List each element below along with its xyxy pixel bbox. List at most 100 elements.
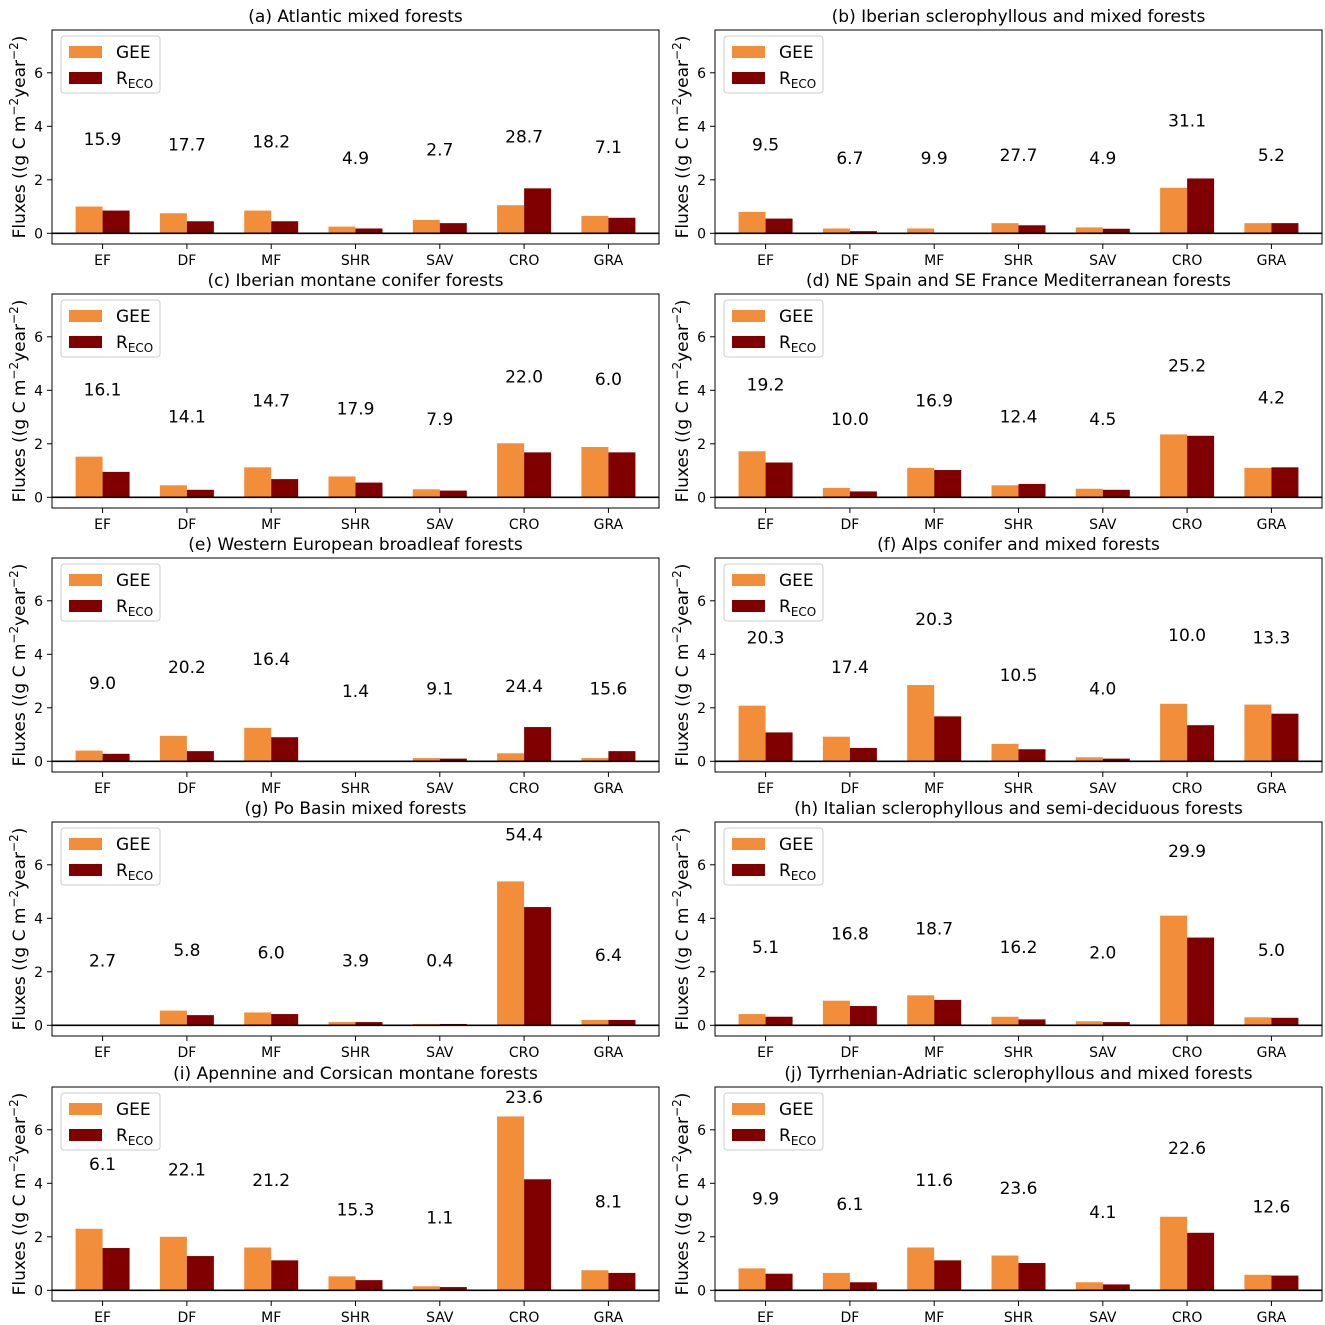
y-axis-label: Fluxes ((g C m−2year−2) [7, 564, 30, 767]
bar-reco-cro [524, 907, 552, 1026]
bar-gee-mf [907, 228, 935, 234]
annotation-shr: 23.6 [1000, 1179, 1038, 1199]
bar-reco-mf [271, 221, 299, 234]
y-tick-label: 2 [697, 965, 706, 981]
bar-gee-cro [497, 443, 525, 498]
x-tick-label: EF [757, 253, 774, 269]
x-tick-label: CRO [1172, 253, 1203, 269]
bar-reco-gra [608, 217, 636, 234]
x-tick-label: MF [924, 517, 944, 533]
legend-label-reco: RECO [779, 333, 816, 355]
annotation-df: 22.1 [168, 1160, 206, 1180]
x-tick-label: GRA [594, 781, 624, 797]
x-tick-label: MF [261, 1310, 281, 1325]
annotation-mf: 18.7 [915, 919, 953, 939]
legend-label-reco: RECO [116, 597, 153, 619]
bar-reco-cro [1187, 1232, 1215, 1291]
bar-gee-sav [1075, 1021, 1103, 1026]
annotation-shr: 17.9 [337, 399, 375, 419]
legend: GEE RECO [723, 827, 824, 886]
bar-gee-cro [1160, 703, 1188, 762]
annotation-df: 5.8 [173, 941, 200, 961]
y-tick-label: 2 [697, 1230, 706, 1246]
x-tick-label: EF [757, 517, 774, 533]
bar-reco-sav [439, 1287, 467, 1291]
panel-e: (e) Western European broadleaf forests 9.… [7, 535, 660, 797]
panel-g: (g) Po Basin mixed forests 2.7 EF 5.8 DF 6.0 M… [7, 799, 660, 1061]
annotation-sav: 2.0 [1089, 943, 1116, 963]
bar-reco-cro [1187, 937, 1215, 1026]
annotation-mf: 14.7 [252, 391, 290, 411]
annotation-sav: 9.1 [426, 679, 453, 699]
annotation-sav: 1.1 [426, 1208, 453, 1228]
bar-reco-gra [608, 1019, 636, 1026]
x-tick-label: GRA [594, 1310, 624, 1325]
y-axis-label: Fluxes ((g C m−2year−2) [670, 828, 693, 1031]
bar-gee-sav [1075, 488, 1103, 498]
x-tick-label: SAV [426, 253, 454, 269]
x-tick-label: DF [177, 781, 196, 797]
annotation-df: 17.7 [168, 135, 206, 155]
bar-gee-gra [581, 1270, 609, 1291]
x-tick-label: SAV [426, 1045, 454, 1061]
bar-reco-df [849, 491, 877, 498]
legend-label-reco: RECO [116, 861, 153, 883]
legend-label-reco: RECO [116, 69, 153, 91]
bar-gee-df [822, 487, 850, 498]
legend: GEE RECO [723, 299, 824, 358]
y-tick-label: 2 [34, 437, 43, 453]
annotation-shr: 10.5 [1000, 666, 1038, 686]
annotation-gra: 8.1 [595, 1192, 622, 1212]
annotation-sav: 2.7 [426, 141, 453, 161]
bar-reco-ef [102, 1248, 130, 1291]
bar-gee-cro [1160, 434, 1188, 498]
bar-reco-mf [934, 716, 962, 762]
legend-swatch-gee [69, 838, 102, 850]
x-tick-label: MF [261, 1045, 281, 1061]
x-tick-label: CRO [1172, 1045, 1203, 1061]
bar-reco-cro [524, 1179, 552, 1291]
panel-a: (a) Atlantic mixed forests 15.9 EF 17.7 DF 18… [7, 7, 660, 269]
x-tick-label: SHR [1004, 1045, 1033, 1061]
annotation-cro: 22.0 [505, 367, 543, 387]
x-tick-label: SAV [1089, 253, 1117, 269]
bar-gee-ef [738, 1268, 766, 1291]
bar-reco-shr [1018, 1263, 1046, 1291]
legend-swatch-reco [732, 72, 765, 84]
bar-reco-df [849, 231, 877, 234]
bar-gee-gra [1244, 1274, 1272, 1291]
annotation-gra: 7.1 [595, 138, 622, 158]
bar-reco-cro [524, 727, 552, 762]
bar-gee-ef [75, 456, 103, 498]
y-tick-label: 2 [34, 965, 43, 981]
x-tick-label: DF [177, 517, 196, 533]
y-tick-label: 6 [34, 66, 43, 82]
y-tick-label: 0 [34, 226, 43, 242]
annotation-shr: 3.9 [342, 951, 369, 971]
x-tick-label: CRO [509, 1045, 540, 1061]
legend: GEE RECO [60, 299, 161, 358]
bar-reco-mf [934, 1260, 962, 1291]
annotation-df: 17.4 [831, 658, 869, 678]
panel-title: (f) Alps conifer and mixed forests [877, 535, 1160, 555]
x-tick-label: SHR [1004, 781, 1033, 797]
bar-reco-df [186, 1015, 214, 1026]
legend-swatch-gee [732, 838, 765, 850]
legend-label-reco: RECO [779, 1126, 816, 1148]
legend-swatch-gee [732, 574, 765, 586]
panel-title: (c) Iberian montane conifer forests [208, 271, 504, 291]
annotation-shr: 4.9 [342, 149, 369, 169]
bar-gee-shr [991, 223, 1019, 234]
bar-reco-mf [271, 479, 299, 498]
x-tick-label: EF [757, 1310, 774, 1325]
bar-reco-mf [271, 1014, 299, 1026]
legend-label-gee: GEE [779, 835, 814, 855]
y-tick-label: 4 [697, 383, 706, 399]
panel-title: (j) Tyrrhenian-Adriatic sclerophyllous a… [784, 1064, 1252, 1084]
panel-b: (b) Iberian sclerophyllous and mixed for… [670, 7, 1323, 269]
bar-reco-df [186, 1256, 214, 1291]
legend-label-gee: GEE [779, 307, 814, 327]
bar-gee-cro [1160, 915, 1188, 1026]
bar-gee-sav [412, 758, 440, 762]
annotation-df: 16.8 [831, 925, 869, 945]
